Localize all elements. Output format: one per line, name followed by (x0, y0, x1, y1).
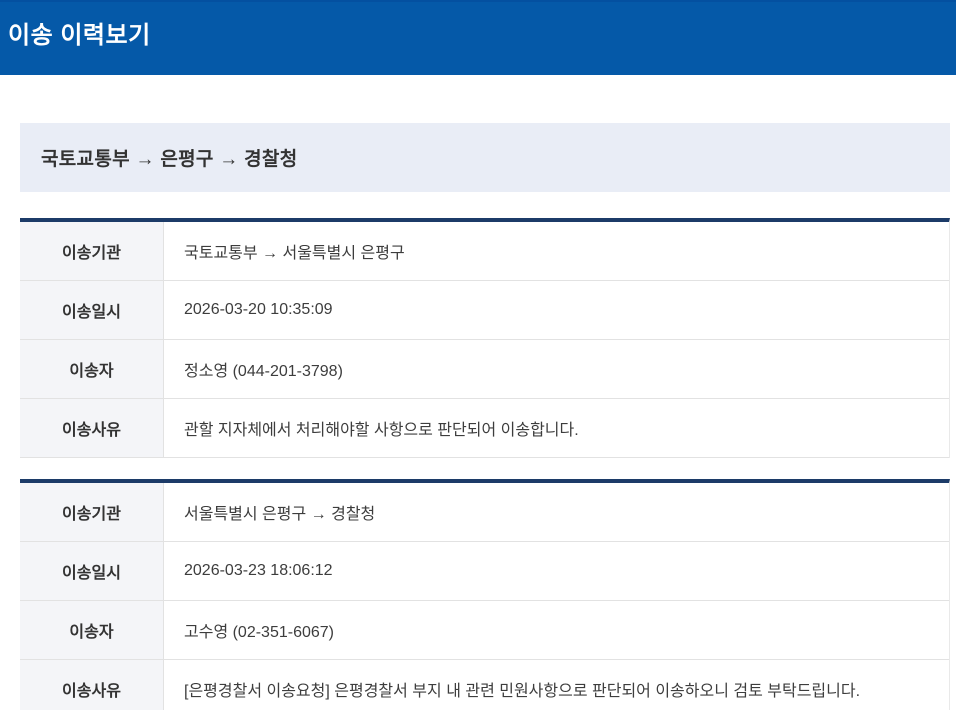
transfer-history-table-1: 이송기관 국토교통부 → 서울특별시 은평구 이송일시 2026-03-20 1… (20, 218, 950, 458)
transfer-history-table-2: 이송기관 서울특별시 은평구 → 경찰청 이송일시 2026-03-23 18:… (20, 479, 950, 710)
row-label: 이송자 (20, 340, 164, 398)
row-value: 2026-03-23 18:06:12 (184, 562, 333, 579)
row-value: 고수영 (02-351-6067) (184, 624, 335, 641)
row-label: 이송일시 (20, 281, 164, 339)
row-label: 이송자 (20, 601, 164, 659)
row-value: 정소영 (044-201-3798) (184, 363, 343, 380)
table-row: 이송일시 2026-03-23 18:06:12 (20, 542, 949, 601)
row-label: 이송사유 (20, 660, 164, 710)
table-row: 이송기관 서울특별시 은평구 → 경찰청 (20, 483, 949, 542)
table-row: 이송사유 관할 지자체에서 처리해야할 사항으로 판단되어 이송합니다. (20, 399, 949, 458)
row-value: [은평경찰서 이송요청] 은평경찰서 부지 내 관련 민원사항으로 판단되어 이… (184, 683, 861, 700)
page-header: 이송 이력보기 (0, 0, 956, 75)
row-label: 이송일시 (20, 542, 164, 600)
page-title: 이송 이력보기 (8, 22, 151, 49)
row-value: 관할 지자체에서 처리해야할 사항으로 판단되어 이송합니다. (184, 422, 579, 439)
row-value: 2026-03-20 10:35:09 (184, 301, 333, 318)
row-value: 서울특별시 은평구 → 경찰청 (184, 506, 376, 523)
row-label: 이송기관 (20, 222, 164, 280)
table-row: 이송기관 국토교통부 → 서울특별시 은평구 (20, 222, 949, 281)
row-label: 이송기관 (20, 483, 164, 541)
row-label: 이송사유 (20, 399, 164, 457)
table-row: 이송자 정소영 (044-201-3798) (20, 340, 949, 399)
row-value: 국토교통부 → 서울특별시 은평구 (184, 245, 405, 262)
transfer-path-text: 국토교통부 → 은평구 → 경찰청 (41, 149, 298, 170)
transfer-path-summary: 국토교통부 → 은평구 → 경찰청 (20, 123, 950, 192)
table-row: 이송자 고수영 (02-351-6067) (20, 601, 949, 660)
table-row: 이송일시 2026-03-20 10:35:09 (20, 281, 949, 340)
table-row: 이송사유 [은평경찰서 이송요청] 은평경찰서 부지 내 관련 민원사항으로 판… (20, 660, 949, 710)
content-area: 국토교통부 → 은평구 → 경찰청 이송기관 국토교통부 → 서울특별시 은평구… (20, 123, 950, 710)
